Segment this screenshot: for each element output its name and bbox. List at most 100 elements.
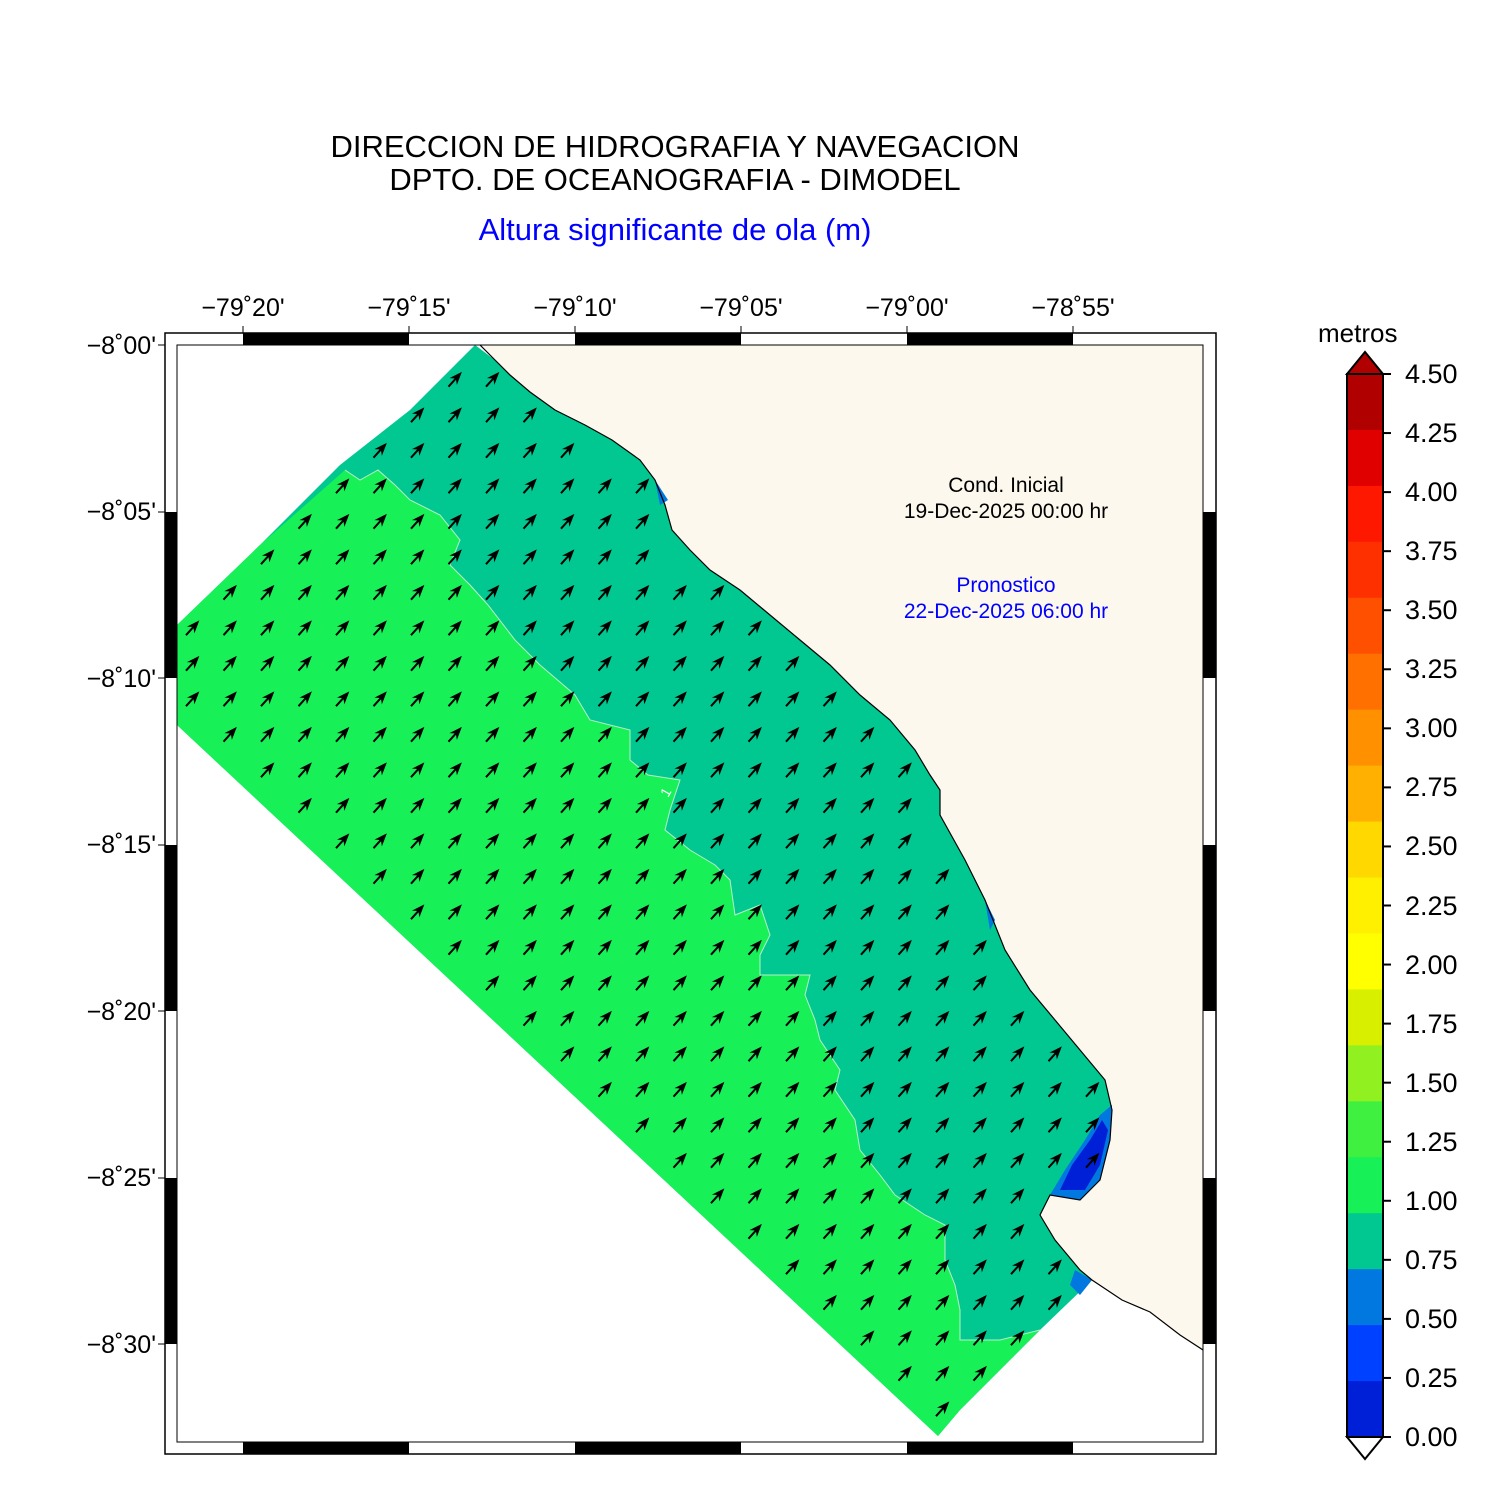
wave-direction-arrow <box>260 549 275 565</box>
wave-direction-arrow <box>185 691 200 707</box>
wave-direction-arrow <box>785 655 800 672</box>
colorbar-swatch <box>1347 821 1383 879</box>
wave-direction-arrow <box>560 797 575 814</box>
wave-direction-arrow <box>485 904 500 920</box>
wave-direction-arrow <box>860 726 875 743</box>
wave-direction-arrow <box>485 726 500 743</box>
wave-direction-arrow <box>710 655 725 672</box>
wave-direction-arrow <box>372 620 387 636</box>
wave-direction-arrow <box>635 833 650 849</box>
wave-direction-arrow <box>522 975 537 991</box>
wave-direction-arrow <box>635 513 650 530</box>
wave-direction-arrow <box>485 442 500 459</box>
wave-direction-arrow <box>897 833 912 849</box>
wave-direction-arrow <box>372 513 387 530</box>
wave-direction-arrow <box>635 975 650 991</box>
wave-direction-arrow <box>410 655 425 672</box>
colorbar-swatch <box>1347 933 1383 990</box>
wave-direction-arrow <box>335 762 350 778</box>
wave-direction-arrow <box>522 762 537 778</box>
wave-direction-arrow <box>635 726 650 743</box>
colorbar-swatch <box>1347 765 1383 823</box>
wave-direction-arrow <box>710 584 725 601</box>
colorbar-swatch <box>1347 485 1383 543</box>
wave-direction-arrow <box>635 1081 650 1098</box>
wave-direction-arrow <box>860 1117 875 1133</box>
wave-direction-arrow <box>897 1152 912 1169</box>
wave-direction-arrow <box>822 1152 837 1169</box>
wave-direction-arrow <box>410 478 425 494</box>
wave-direction-arrow <box>522 797 537 814</box>
wave-direction-arrow <box>897 1330 912 1346</box>
wave-direction-arrow <box>635 904 650 920</box>
wave-direction-arrow <box>972 1259 987 1275</box>
wave-direction-arrow <box>1085 1152 1100 1169</box>
wave-direction-arrow <box>522 655 537 672</box>
wave-direction-arrow <box>747 620 762 636</box>
wave-direction-arrow <box>785 1188 800 1204</box>
wave-direction-arrow <box>635 549 650 565</box>
lon-tick-label: −79˚10' <box>533 294 617 322</box>
wave-direction-arrow <box>785 762 800 778</box>
wave-direction-arrow <box>672 1152 687 1169</box>
wave-direction-arrow <box>897 797 912 814</box>
wave-direction-arrow <box>560 478 575 494</box>
colorbar-swatch <box>1347 877 1383 934</box>
wave-direction-arrow <box>522 478 537 494</box>
wave-direction-arrow <box>372 549 387 565</box>
wave-direction-arrow <box>860 762 875 778</box>
wave-direction-arrow <box>447 407 462 423</box>
wave-direction-arrow <box>635 584 650 601</box>
wave-direction-arrow <box>372 868 387 885</box>
wave-direction-arrow <box>672 833 687 849</box>
wave-direction-arrow <box>785 975 800 991</box>
wave-direction-arrow <box>935 1223 950 1240</box>
contour-line-1m <box>344 469 1041 1341</box>
wave-direction-arrow <box>972 1152 987 1169</box>
wave-direction-arrow <box>222 655 237 672</box>
wave-direction-arrow <box>710 620 725 636</box>
wave-direction-arrow <box>672 1081 687 1098</box>
wave-direction-arrow <box>935 1365 950 1382</box>
lat-tick-label: −8˚00' <box>86 332 156 360</box>
wave-direction-arrow <box>447 868 462 885</box>
wave-direction-arrow <box>635 1046 650 1062</box>
lon-tick-label: −79˚00' <box>865 294 949 322</box>
wave-direction-arrow <box>447 797 462 814</box>
wave-direction-arrow <box>485 371 500 388</box>
wave-direction-arrow <box>597 904 612 920</box>
wave-direction-arrow <box>747 1081 762 1098</box>
wave-direction-arrow <box>822 833 837 849</box>
wave-direction-arrow <box>785 1010 800 1027</box>
wave-direction-arrow <box>522 833 537 849</box>
wave-direction-arrow <box>372 762 387 778</box>
wave-direction-arrow <box>747 1117 762 1133</box>
wave-direction-arrow <box>522 1010 537 1027</box>
wave-direction-arrow <box>897 1117 912 1133</box>
wave-direction-arrow <box>597 1046 612 1062</box>
wave-direction-arrow <box>672 868 687 885</box>
wave-direction-arrow <box>710 975 725 991</box>
colorbar-swatch <box>1347 1101 1383 1158</box>
wave-direction-arrow <box>597 549 612 565</box>
wave-direction-arrow <box>597 584 612 601</box>
wave-direction-arrow <box>222 584 237 601</box>
wave-direction-arrow <box>1047 1081 1062 1098</box>
wave-direction-arrow <box>1010 1330 1025 1346</box>
wave-direction-arrow <box>335 478 350 494</box>
title-institution: DIRECCION DE HIDROGRAFIA Y NAVEGACION <box>330 129 1020 164</box>
wave-direction-arrow <box>710 1046 725 1062</box>
wave-direction-arrow <box>747 1188 762 1204</box>
wave-direction-arrow <box>485 620 500 636</box>
wave-direction-arrow <box>297 797 312 814</box>
wave-direction-arrow <box>897 1294 912 1311</box>
wave-direction-arrow <box>897 1223 912 1240</box>
wave-direction-arrow <box>635 868 650 885</box>
wave-direction-arrow <box>935 975 950 991</box>
wave-direction-arrow <box>597 655 612 672</box>
wave-direction-arrow <box>485 833 500 849</box>
wave-direction-arrow <box>522 513 537 530</box>
wave-direction-arrow <box>522 904 537 920</box>
wave-direction-arrow <box>860 797 875 814</box>
colorbar-swatch <box>1347 374 1383 431</box>
